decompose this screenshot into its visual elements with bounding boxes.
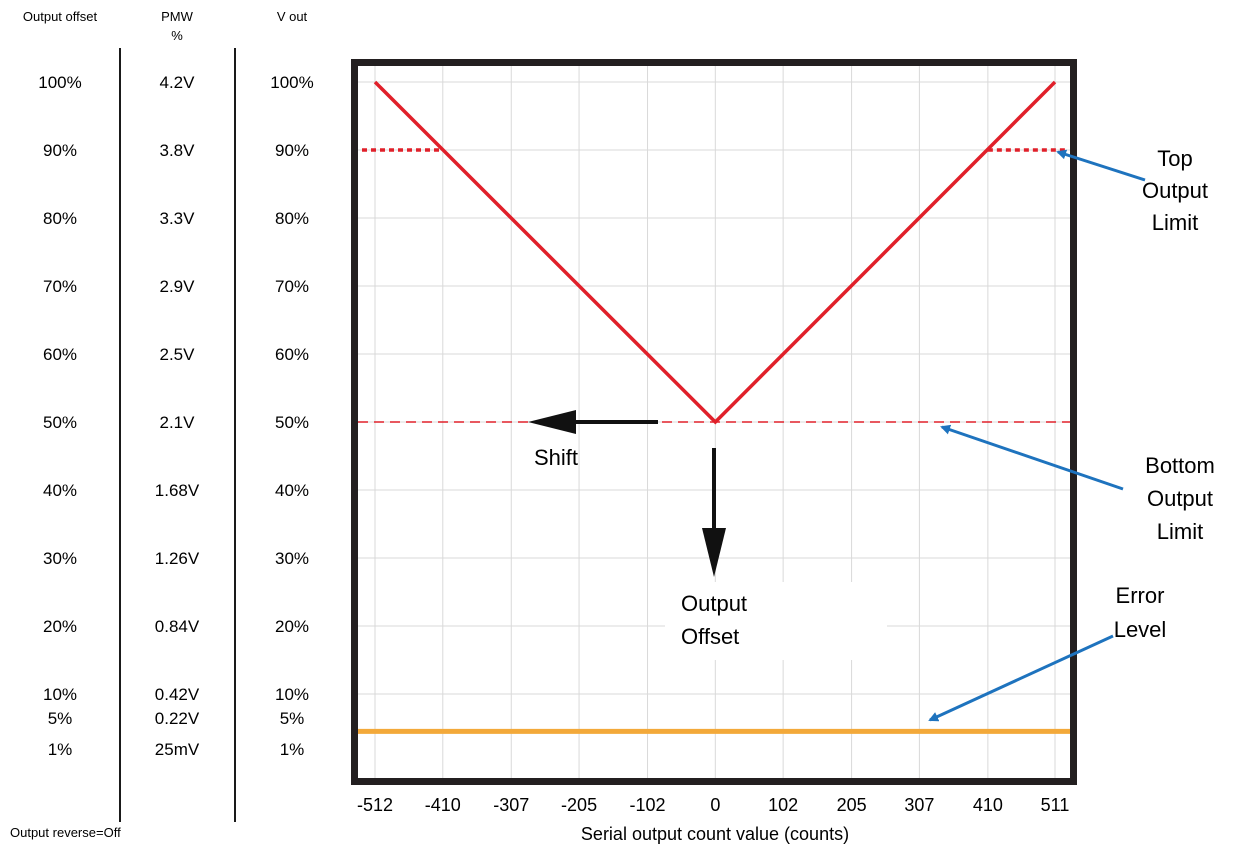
bottom-limit-label-1: Bottom (1145, 453, 1215, 478)
bottom-limit-arrow (940, 424, 1124, 491)
row-vout-10: 5% (280, 709, 305, 728)
row-pmw-8: 0.84V (155, 617, 200, 636)
row-offset-2: 80% (43, 209, 77, 228)
shift-arrow-head (528, 410, 576, 434)
x-tick-label-7: 205 (837, 795, 867, 815)
row-offset-8: 20% (43, 617, 77, 636)
row-vout-9: 10% (275, 685, 309, 704)
row-pmw-4: 2.5V (160, 345, 196, 364)
row-vout-0: 100% (270, 73, 313, 92)
error-level-arrow (928, 634, 1114, 722)
row-pmw-11: 25mV (155, 740, 200, 759)
x-tick-label-0: -512 (357, 795, 393, 815)
row-pmw-9: 0.42V (155, 685, 200, 704)
row-vout-5: 50% (275, 413, 309, 432)
row-offset-9: 10% (43, 685, 77, 704)
output-offset-label-line2: Offset (681, 624, 739, 649)
row-offset-5: 50% (43, 413, 77, 432)
row-pmw-7: 1.26V (155, 549, 200, 568)
row-vout-6: 40% (275, 481, 309, 500)
header-output-offset: Output offset (23, 9, 98, 24)
row-offset-4: 60% (43, 345, 77, 364)
row-vout-1: 90% (275, 141, 309, 160)
row-offset-1: 90% (43, 141, 77, 160)
row-offset-0: 100% (38, 73, 81, 92)
row-pmw-0: 4.2V (160, 73, 196, 92)
top-limit-label-3: Limit (1152, 210, 1198, 235)
offset-label-backdrop (665, 582, 887, 660)
header-pmw: PMW (161, 9, 194, 24)
x-tick-label-3: -205 (561, 795, 597, 815)
row-offset-3: 70% (43, 277, 77, 296)
row-offset-10: 5% (48, 709, 73, 728)
top-limit-arrow (1056, 149, 1146, 182)
row-pmw-6: 1.68V (155, 481, 200, 500)
x-axis-ticks: -512 -410 -307 -205 -102 0 102 205 307 410 511 (357, 795, 1069, 815)
x-tick-label-1: -410 (425, 795, 461, 815)
top-limit-label-1: Top (1157, 146, 1192, 171)
x-tick-label-8: 307 (904, 795, 934, 815)
output-offset-label-line1: Output (681, 591, 747, 616)
x-tick-label-2: -307 (493, 795, 529, 815)
row-vout-11: 1% (280, 740, 305, 759)
top-limit-label-2: Output (1142, 178, 1208, 203)
error-level-label-2: Level (1114, 617, 1167, 642)
output-reverse-note: Output reverse=Off (10, 825, 121, 840)
x-tick-label-6: 102 (768, 795, 798, 815)
row-offset-6: 40% (43, 481, 77, 500)
bottom-limit-label-3: Limit (1157, 519, 1203, 544)
row-vout-7: 30% (275, 549, 309, 568)
row-offset-11: 1% (48, 740, 73, 759)
header-pmw-unit: % (171, 28, 183, 43)
row-offset-7: 30% (43, 549, 77, 568)
row-vout-2: 80% (275, 209, 309, 228)
row-pmw-10: 0.22V (155, 709, 200, 728)
x-tick-label-10: 511 (1041, 795, 1070, 815)
row-vout-4: 60% (275, 345, 309, 364)
row-vout-8: 20% (275, 617, 309, 636)
bottom-limit-label-2: Output (1147, 486, 1213, 511)
error-level-label-1: Error (1116, 583, 1165, 608)
shift-label: Shift (534, 445, 578, 470)
chart-frame (351, 59, 1077, 785)
level-table: 100% 4.2V 100% 90% 3.8V 90% 80% 3.3V 80% 70% 2.9V 7… (38, 73, 313, 759)
x-tick-label-9: 410 (973, 795, 1003, 815)
x-tick-label-5: 0 (710, 795, 720, 815)
row-vout-3: 70% (275, 277, 309, 296)
row-pmw-3: 2.9V (160, 277, 196, 296)
offset-arrow-head (702, 528, 726, 577)
output-curve-line (373, 80, 1057, 425)
row-pmw-2: 3.3V (160, 209, 196, 228)
x-tick-label-4: -102 (630, 795, 666, 815)
row-pmw-1: 3.8V (160, 141, 196, 160)
x-axis-label: Serial output count value (counts) (581, 824, 849, 844)
header-vout: V out (277, 9, 308, 24)
row-pmw-5: 2.1V (160, 413, 196, 432)
